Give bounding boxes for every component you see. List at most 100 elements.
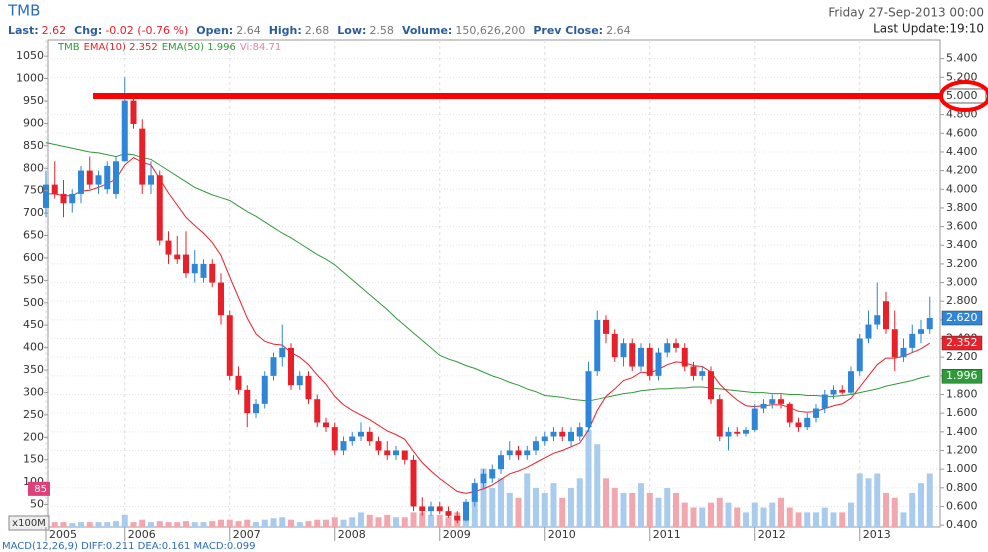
field-value: 2.68 <box>305 24 330 37</box>
volume-bar <box>375 517 382 527</box>
x-tick-label: 2011 <box>653 528 681 541</box>
candle-body <box>839 389 846 393</box>
x-tick-label: 2010 <box>548 528 576 541</box>
candle-body <box>104 165 111 190</box>
candle-body <box>865 324 872 339</box>
candle-body <box>261 375 268 404</box>
candle-body <box>830 389 837 395</box>
y2-tick-label: 550 <box>23 273 44 286</box>
volume-bar <box>576 478 583 527</box>
volume-bar <box>340 519 347 527</box>
candle-body <box>813 408 819 418</box>
candle-body <box>86 170 93 185</box>
candle-body <box>358 431 364 437</box>
field-label: Last: <box>8 24 39 37</box>
volume-bar <box>296 522 303 527</box>
candle-body <box>270 357 277 376</box>
candle-body <box>436 506 443 512</box>
date: Friday 27-Sep-2013 00:00 <box>828 6 984 20</box>
field-value: 150,626,200 <box>455 24 525 37</box>
field-value: 2.62 <box>42 24 67 37</box>
volume-bar <box>699 507 706 527</box>
candle-body <box>769 399 776 404</box>
volume-bar <box>270 518 277 527</box>
y-tick-label: 3.600 <box>946 220 978 233</box>
volume-bar <box>165 522 172 527</box>
candle-body <box>428 506 434 512</box>
field-label: Low: <box>337 24 366 37</box>
candle-body <box>200 263 207 278</box>
volume-bar <box>594 444 601 527</box>
volume-bar <box>384 514 391 527</box>
y2-tick-label: 300 <box>23 385 44 398</box>
level-circle <box>939 79 988 112</box>
volume-bar <box>445 517 452 527</box>
candle-body <box>43 184 49 208</box>
y-tick-label: 0.600 <box>946 499 978 512</box>
y2-tick-label: 1050 <box>16 49 44 62</box>
candle-body <box>541 436 548 442</box>
candle-body <box>384 450 391 456</box>
volume-bar <box>436 514 443 527</box>
y-tick-label: 0.400 <box>946 518 978 531</box>
volume-bar <box>113 521 119 527</box>
volume-bar <box>830 512 837 527</box>
candle-body <box>445 511 452 516</box>
field-label: Prev Close: <box>533 24 603 37</box>
candle-body <box>778 399 784 404</box>
candle-body <box>524 450 531 456</box>
volume-bar <box>148 522 154 527</box>
candle-body <box>550 431 557 437</box>
candle-body <box>410 459 417 507</box>
last-update: Last Update:19:10 <box>873 22 984 36</box>
volume-bar <box>550 483 557 527</box>
candle-body <box>874 315 881 325</box>
volume-bar <box>358 512 364 527</box>
candle-body <box>821 394 828 409</box>
candle-body <box>463 501 469 521</box>
candle-body <box>638 347 644 367</box>
volume-bar <box>856 473 863 527</box>
candle-body <box>629 343 636 367</box>
volume-bar <box>174 522 181 527</box>
volume-bar <box>795 512 802 527</box>
candle-body <box>664 343 671 353</box>
volume-bar <box>226 519 233 527</box>
legend-item: Vi:84.71 <box>240 42 281 53</box>
candle-body <box>559 431 566 437</box>
volume-bar <box>926 473 933 527</box>
volume-bar <box>909 492 916 527</box>
volume-bar <box>506 492 513 527</box>
candle-body <box>95 175 102 185</box>
volume-bar <box>410 512 417 527</box>
y2-tick-label: 200 <box>23 430 44 443</box>
y-tick-label: 3.400 <box>946 238 978 251</box>
volume-bar <box>891 497 898 527</box>
candle-body <box>113 161 119 194</box>
volume-bar <box>428 514 434 527</box>
volume-bar <box>629 492 636 527</box>
value-badge <box>941 335 983 351</box>
volume-bar <box>235 521 242 527</box>
candle-body <box>331 427 338 451</box>
volume-bar <box>331 517 338 527</box>
candle-body <box>279 347 286 358</box>
candle-body <box>419 506 426 512</box>
x-tick-label: 2005 <box>49 528 77 541</box>
ema10-line <box>46 156 931 494</box>
volume-bar <box>130 522 137 527</box>
candle-body <box>585 371 592 428</box>
volume-bar <box>559 497 566 527</box>
candle-body <box>506 450 513 456</box>
volume-bar <box>183 521 189 527</box>
candle-body <box>786 403 793 423</box>
volume-bar <box>121 514 128 527</box>
volume-bar <box>349 517 356 527</box>
volume-bar <box>804 512 811 527</box>
candle-body <box>401 450 408 460</box>
candle-body <box>253 403 259 414</box>
volume-bar <box>848 502 854 527</box>
volume-bar <box>366 514 373 527</box>
volume-bar <box>261 519 268 527</box>
